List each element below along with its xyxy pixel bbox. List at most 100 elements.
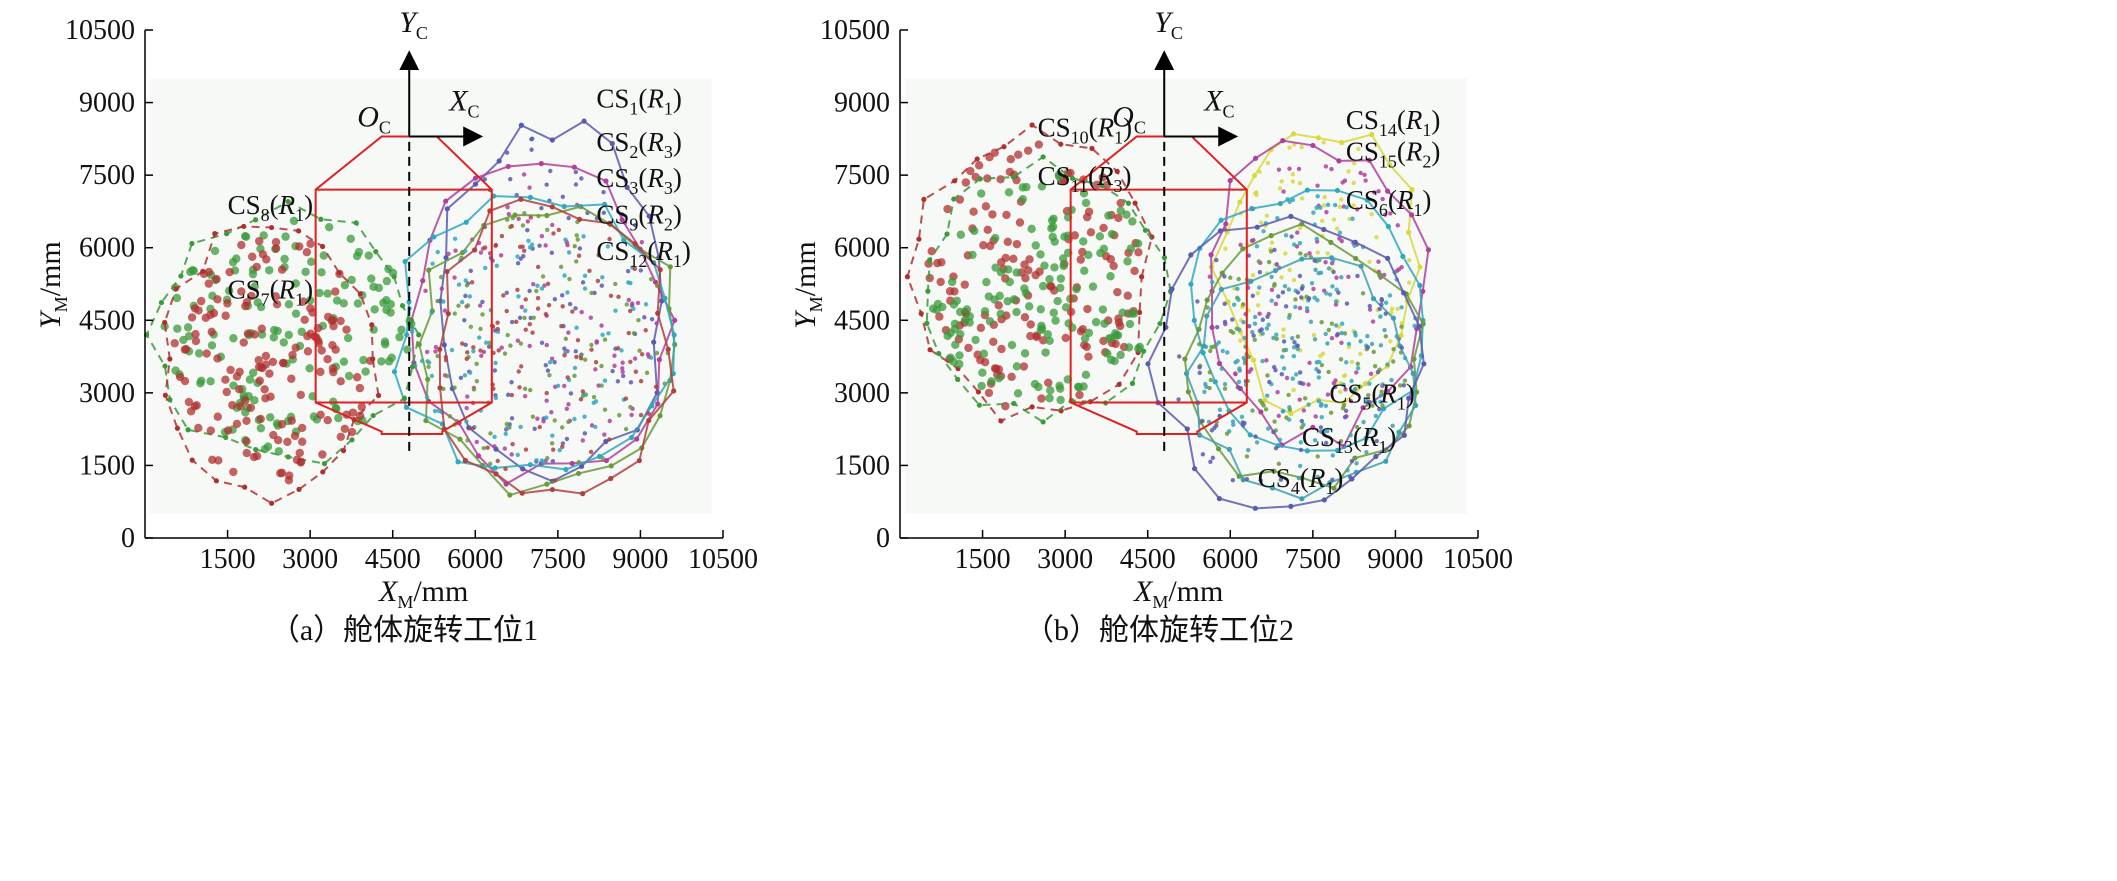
data-point <box>1255 290 1260 296</box>
data-point <box>541 419 546 424</box>
data-point <box>248 269 258 279</box>
vertex-point <box>1406 423 1412 429</box>
data-point <box>191 336 201 346</box>
data-point <box>301 267 310 277</box>
data-point <box>1367 259 1372 264</box>
data-point <box>236 402 245 411</box>
data-point <box>331 287 340 296</box>
data-point <box>1338 439 1344 444</box>
data-point <box>1325 392 1331 397</box>
vertex-point <box>1288 411 1294 417</box>
data-point <box>1358 339 1363 344</box>
data-point <box>996 309 1005 319</box>
data-point <box>1021 288 1031 298</box>
series-CS7(R1) <box>162 223 382 506</box>
data-point <box>950 324 960 334</box>
data-point <box>1280 290 1286 295</box>
data-point <box>494 263 500 269</box>
vertex-point <box>601 201 608 208</box>
data-point <box>463 293 468 299</box>
data-point <box>515 254 520 259</box>
series-label-CS2(R3): CS2(R3) <box>596 127 682 162</box>
vertex-point <box>1398 332 1404 339</box>
data-point <box>628 404 633 410</box>
label-part: ( <box>1300 463 1309 493</box>
data-point <box>1380 382 1385 387</box>
data-point <box>971 335 980 345</box>
data-point <box>1370 319 1376 324</box>
vertex-point <box>162 392 168 398</box>
vertex-point <box>1366 157 1372 163</box>
data-point <box>521 254 526 259</box>
data-point <box>223 426 233 435</box>
data-point <box>550 447 556 452</box>
label-sub: 14 <box>1379 120 1397 140</box>
data-point <box>1378 399 1383 405</box>
data-point <box>628 380 634 385</box>
data-point <box>1330 453 1335 458</box>
data-point <box>170 339 179 348</box>
vertex-point <box>1001 144 1007 150</box>
data-point <box>1257 311 1262 316</box>
data-point <box>623 396 629 401</box>
data-point <box>1291 242 1297 247</box>
data-point <box>1363 178 1368 183</box>
label-part: ( <box>1088 161 1097 191</box>
vertex-point <box>1413 402 1419 409</box>
data-point <box>1367 303 1372 309</box>
data-point <box>504 421 509 427</box>
data-point <box>1269 240 1275 245</box>
data-point <box>522 386 528 392</box>
vertex-point <box>189 240 195 247</box>
data-point <box>563 336 569 341</box>
vertex-point <box>1069 175 1076 181</box>
data-point <box>592 290 597 296</box>
data-point <box>379 298 388 308</box>
data-point <box>297 423 307 433</box>
data-point <box>1012 268 1021 277</box>
series-CS11(R3) <box>924 154 1174 425</box>
data-point <box>1323 403 1329 408</box>
data-point <box>1355 366 1361 371</box>
data-point <box>499 233 505 239</box>
data-point <box>1339 275 1344 280</box>
vertex-point <box>581 118 587 124</box>
vertex-point <box>606 220 612 226</box>
data-point <box>1295 334 1301 339</box>
data-point <box>626 297 631 303</box>
data-point <box>1263 407 1269 412</box>
data-point <box>1326 327 1331 333</box>
vertex-point <box>1258 409 1264 415</box>
data-point <box>601 189 606 195</box>
series-label-CS14(R1): CS14(R1) <box>1346 105 1441 140</box>
data-point <box>429 373 435 379</box>
data-point <box>250 282 259 291</box>
data-point <box>572 416 577 422</box>
data-point <box>296 390 305 400</box>
data-point <box>478 250 484 255</box>
data-point <box>1395 306 1400 312</box>
data-point <box>1284 375 1290 381</box>
data-point <box>602 337 608 342</box>
data-point <box>424 349 430 355</box>
data-point <box>503 431 508 436</box>
vertex-point <box>1226 446 1232 452</box>
data-point <box>465 394 470 399</box>
vertex-point <box>1272 267 1279 274</box>
data-point <box>443 354 449 360</box>
data-point <box>1096 248 1105 258</box>
data-point <box>620 373 626 379</box>
label-sub: 3 <box>664 178 673 198</box>
data-point <box>387 353 396 362</box>
data-point <box>1315 454 1320 459</box>
data-point <box>1292 340 1297 345</box>
data-point <box>1107 333 1116 342</box>
data-point <box>1342 373 1348 378</box>
data-point <box>505 392 511 397</box>
data-point <box>395 332 404 342</box>
vertex-point <box>457 436 463 442</box>
data-point <box>435 353 440 359</box>
data-point <box>573 349 578 354</box>
vertex-point <box>493 471 499 477</box>
data-point <box>468 268 473 274</box>
